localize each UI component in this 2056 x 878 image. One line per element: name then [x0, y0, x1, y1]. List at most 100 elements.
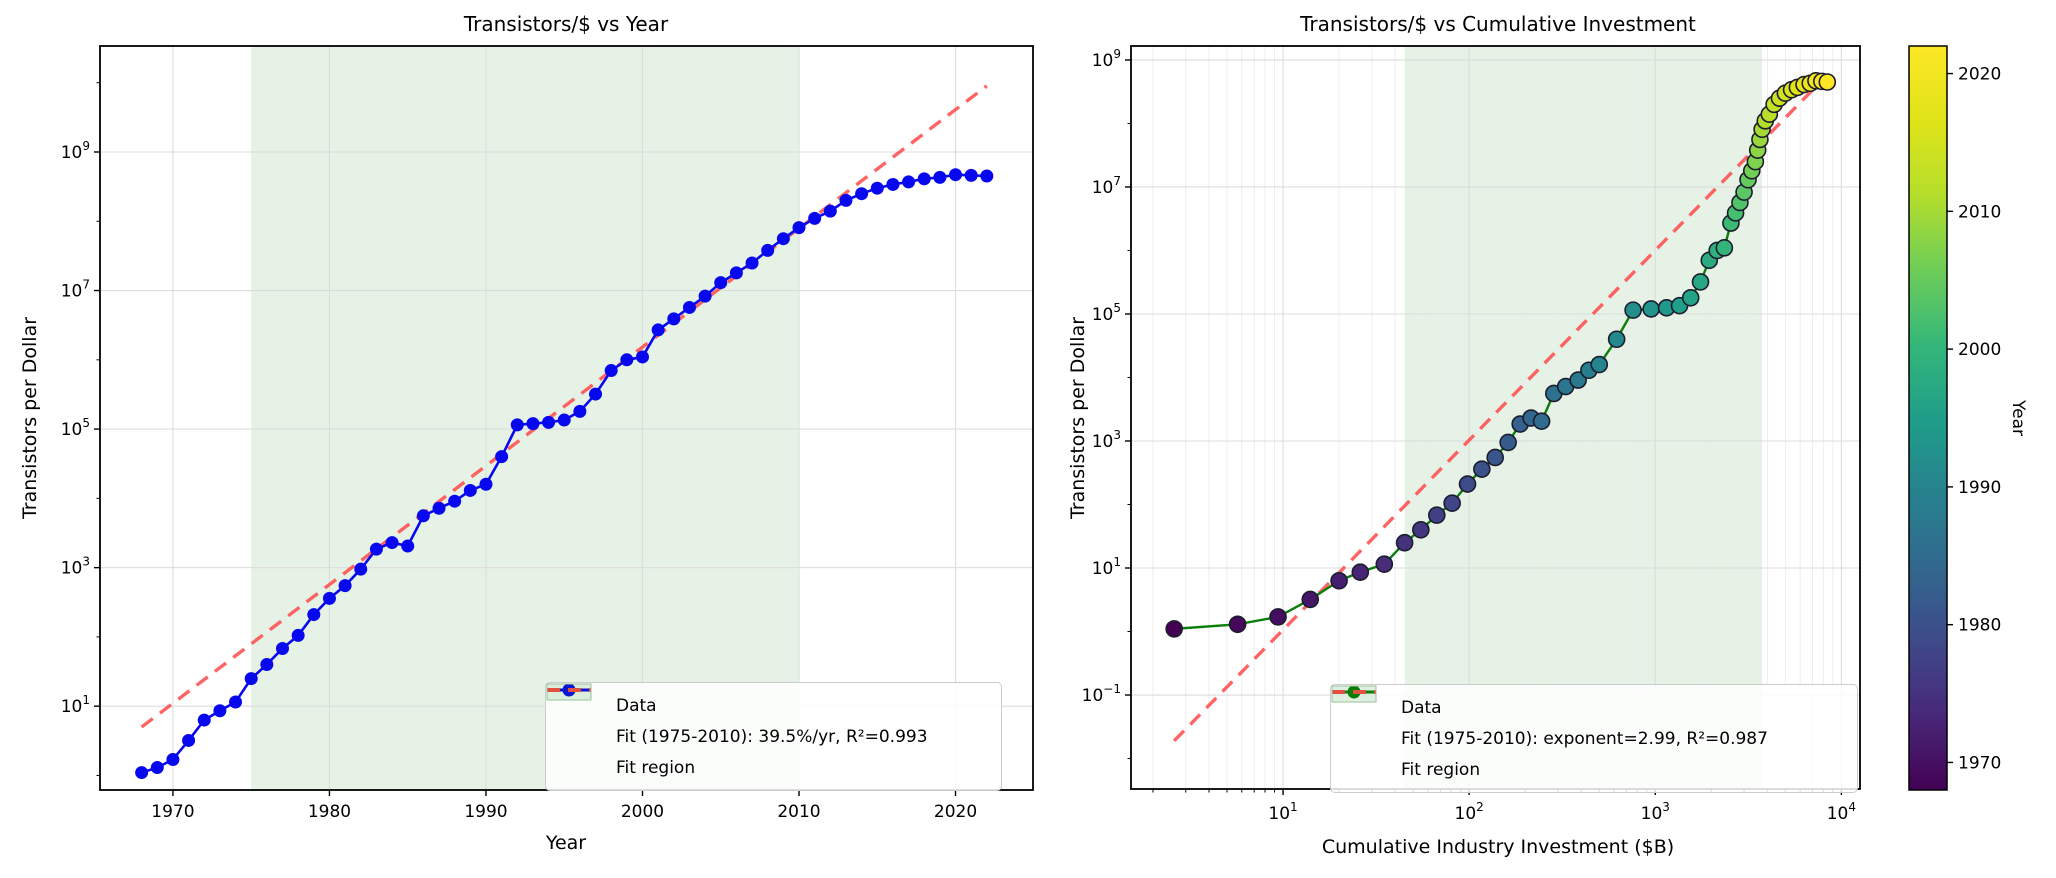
data-point — [510, 418, 524, 432]
svg-text:109: 109 — [61, 139, 90, 163]
left-chart-title: Transistors/$ vs Year — [463, 12, 669, 36]
legend-row-fit-region: Fit region — [546, 683, 989, 783]
data-point — [682, 300, 696, 314]
data-point — [1458, 475, 1477, 493]
data-point — [776, 232, 790, 246]
data-point — [416, 509, 430, 523]
data-point — [1443, 494, 1461, 512]
svg-text:101: 101 — [1268, 800, 1297, 824]
left-legend: Data Fit (1975-2010): 39.5%/yr, R²=0.993… — [545, 682, 1002, 791]
data-point — [1607, 330, 1626, 349]
data-point — [1473, 460, 1491, 478]
data-point — [1486, 448, 1504, 467]
svg-text:2000: 2000 — [621, 802, 664, 822]
data-point — [369, 542, 383, 556]
svg-text:103: 103 — [61, 555, 90, 579]
svg-text:1970: 1970 — [1958, 753, 2001, 773]
svg-text:1980: 1980 — [308, 802, 351, 822]
data-point — [1532, 412, 1551, 430]
svg-text:1990: 1990 — [464, 802, 507, 822]
data-point — [448, 494, 462, 508]
data-point — [1427, 506, 1446, 524]
svg-text:102: 102 — [1455, 800, 1484, 824]
svg-text:103: 103 — [1641, 800, 1670, 824]
data-point — [1681, 288, 1700, 307]
data-point — [495, 450, 509, 464]
data-point — [698, 289, 712, 303]
data-point — [855, 187, 869, 201]
data-point — [307, 608, 321, 622]
svg-text:105: 105 — [61, 416, 90, 440]
svg-text:105: 105 — [1092, 301, 1121, 325]
data-point — [135, 766, 149, 780]
left-x-axis-label: Year — [545, 832, 587, 854]
legend-row-data: Data — [1332, 685, 1845, 723]
right-x-axis-label: Cumulative Industry Investment ($B) — [1321, 836, 1675, 858]
data-point — [275, 642, 289, 656]
fit-line — [140, 84, 988, 729]
data-point — [823, 204, 837, 218]
data-point — [635, 350, 649, 364]
legend-row-fit-region: Fit region — [1331, 685, 1845, 785]
data-point — [432, 501, 446, 515]
data-point — [1715, 239, 1734, 257]
legend-row-data: Data — [547, 683, 989, 721]
svg-text:107: 107 — [61, 278, 90, 302]
legend-row-fit: Fit (1975-2010): exponent=2.99, R²=0.987 — [1332, 690, 1845, 754]
data-point — [229, 695, 243, 709]
right-chart-title: Transistors/$ vs Cumulative Investment — [1300, 12, 1696, 36]
svg-text:2020: 2020 — [934, 802, 977, 822]
data-point — [557, 413, 571, 427]
data-point — [1269, 608, 1287, 626]
data-point — [667, 312, 681, 326]
data-point — [589, 387, 603, 401]
data-point — [651, 323, 665, 337]
legend-label-data: Data — [616, 695, 657, 716]
legend-label-fit: Fit (1975-2010): exponent=2.99, R²=0.987 — [1401, 728, 1768, 749]
legend-label-fit: Fit (1975-2010): 39.5%/yr, R²=0.993 — [616, 726, 928, 747]
data-point — [150, 761, 164, 775]
svg-text:2000: 2000 — [1958, 340, 2001, 360]
svg-text:103: 103 — [1092, 428, 1121, 452]
data-point — [1499, 433, 1517, 452]
data-point — [620, 353, 634, 367]
svg-text:2010: 2010 — [777, 802, 820, 822]
data-point — [1818, 73, 1837, 91]
svg-text:2020: 2020 — [1958, 65, 2001, 85]
data-point — [870, 181, 884, 195]
data-point — [808, 211, 822, 225]
svg-text:109: 109 — [1092, 47, 1121, 71]
data-point — [1395, 533, 1414, 552]
data-point — [1412, 520, 1430, 539]
data-point — [401, 539, 415, 553]
data-point — [917, 172, 931, 186]
data-point — [197, 713, 211, 727]
data-point — [338, 579, 352, 593]
data-point — [714, 276, 728, 290]
data-point — [792, 221, 806, 235]
data-point — [463, 483, 477, 497]
data-point — [213, 704, 227, 718]
data-point — [1165, 620, 1183, 638]
data-point — [980, 169, 994, 183]
legend-label-fit-region: Fit region — [1401, 759, 1481, 780]
data-point — [902, 175, 916, 189]
data-point — [526, 417, 540, 431]
data-point — [933, 170, 947, 184]
fit-region-band — [251, 46, 800, 790]
data-point — [182, 733, 196, 747]
data-point — [542, 415, 556, 429]
data-point — [1301, 590, 1320, 609]
data-point — [479, 477, 493, 491]
data-point — [604, 364, 618, 378]
data-point — [1330, 571, 1348, 590]
data-point — [1351, 563, 1370, 581]
svg-text:2010: 2010 — [1958, 202, 2001, 222]
svg-text:107: 107 — [1092, 174, 1121, 198]
data-point — [729, 266, 743, 280]
data-point — [354, 562, 368, 576]
svg-text:101: 101 — [61, 693, 90, 717]
